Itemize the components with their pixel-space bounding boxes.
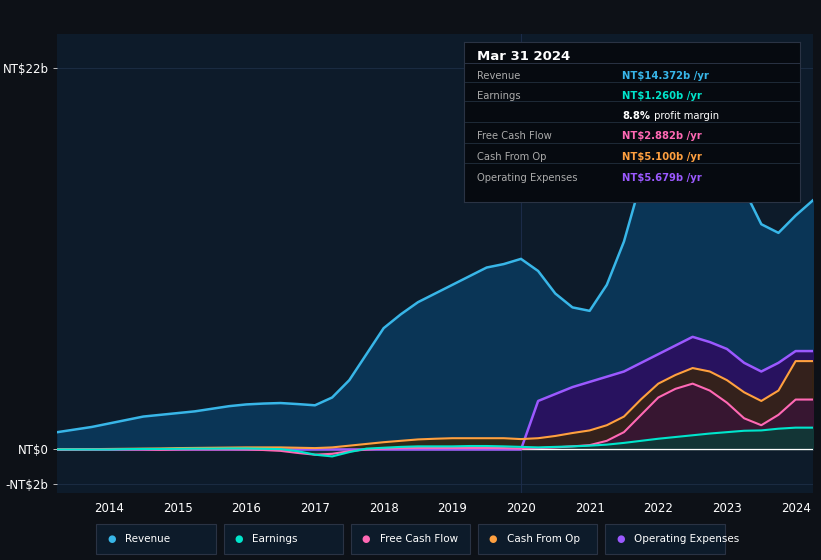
Text: ●: ● [107, 534, 116, 544]
Text: profit margin: profit margin [651, 111, 719, 120]
Text: Mar 31 2024: Mar 31 2024 [477, 50, 571, 63]
Text: NT$1.260b /yr: NT$1.260b /yr [622, 91, 702, 101]
Text: ●: ● [616, 534, 625, 544]
Text: ●: ● [361, 534, 370, 544]
Text: NT$2.882b /yr: NT$2.882b /yr [622, 132, 702, 141]
Text: ●: ● [488, 534, 498, 544]
Text: Operating Expenses: Operating Expenses [477, 173, 578, 183]
Text: Free Cash Flow: Free Cash Flow [477, 132, 552, 141]
Text: NT$5.679b /yr: NT$5.679b /yr [622, 173, 702, 183]
Text: Cash From Op: Cash From Op [507, 534, 580, 544]
Text: Revenue: Revenue [477, 71, 521, 81]
Text: 8.8%: 8.8% [622, 111, 650, 120]
Text: ●: ● [234, 534, 243, 544]
Text: Revenue: Revenue [125, 534, 170, 544]
Text: Cash From Op: Cash From Op [477, 152, 547, 162]
Text: Operating Expenses: Operating Expenses [635, 534, 740, 544]
Text: Earnings: Earnings [477, 91, 521, 101]
Text: Earnings: Earnings [253, 534, 298, 544]
Text: NT$14.372b /yr: NT$14.372b /yr [622, 71, 709, 81]
Text: Free Cash Flow: Free Cash Flow [380, 534, 458, 544]
Text: NT$5.100b /yr: NT$5.100b /yr [622, 152, 702, 162]
